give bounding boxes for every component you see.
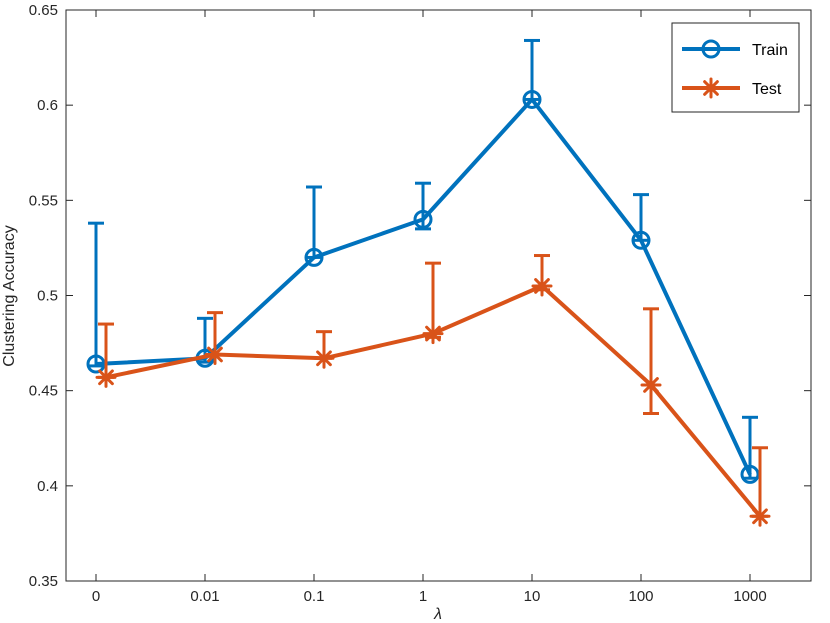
y-tick-label: 0.5 [37, 288, 58, 305]
y-axis-label: Clustering Accuracy [1, 225, 18, 366]
data-point [522, 89, 542, 109]
legend-label: Train [752, 42, 788, 59]
legend: Train Test [671, 22, 800, 113]
data-point [313, 347, 335, 369]
y-tick-label: 0.55 [29, 192, 58, 209]
y-tick-label: 0.65 [29, 2, 58, 19]
legend-label: Test [752, 81, 782, 98]
x-axis-label: λ [433, 606, 442, 623]
data-point [700, 77, 722, 99]
x-tick-label: 0 [92, 588, 100, 605]
x-tick-label: 0.1 [304, 588, 325, 605]
legend-item-train: Train [682, 39, 788, 59]
data-point [631, 230, 651, 250]
data-point [531, 275, 553, 297]
data-point [640, 374, 662, 396]
series-test [95, 254, 771, 527]
x-tick-label: 100 [628, 588, 653, 605]
data-point [86, 354, 106, 374]
x-tick-label: 1000 [733, 588, 766, 605]
data-point [740, 464, 760, 484]
data-point [422, 323, 444, 345]
x-tick-label: 10 [524, 588, 541, 605]
x-axis: 0 0.01 0.1 1 10 100 1000 [92, 10, 767, 605]
x-tick-label: 0.01 [190, 588, 219, 605]
x-tick-label: 1 [419, 588, 427, 605]
data-point [701, 39, 721, 59]
data-point [204, 344, 226, 366]
data-point [304, 247, 324, 267]
legend-box [671, 22, 800, 113]
legend-item-test: Test [682, 77, 782, 99]
y-tick-label: 0.35 [29, 573, 58, 590]
y-tick-label: 0.4 [37, 478, 58, 495]
y-axis: 0.35 0.4 0.45 0.5 0.55 0.6 0.65 [29, 2, 811, 590]
data-point [749, 505, 771, 527]
data-point [413, 209, 433, 229]
y-tick-label: 0.6 [37, 97, 58, 114]
y-tick-label: 0.45 [29, 383, 58, 400]
data-point [95, 366, 117, 388]
series-layer [86, 38, 771, 527]
